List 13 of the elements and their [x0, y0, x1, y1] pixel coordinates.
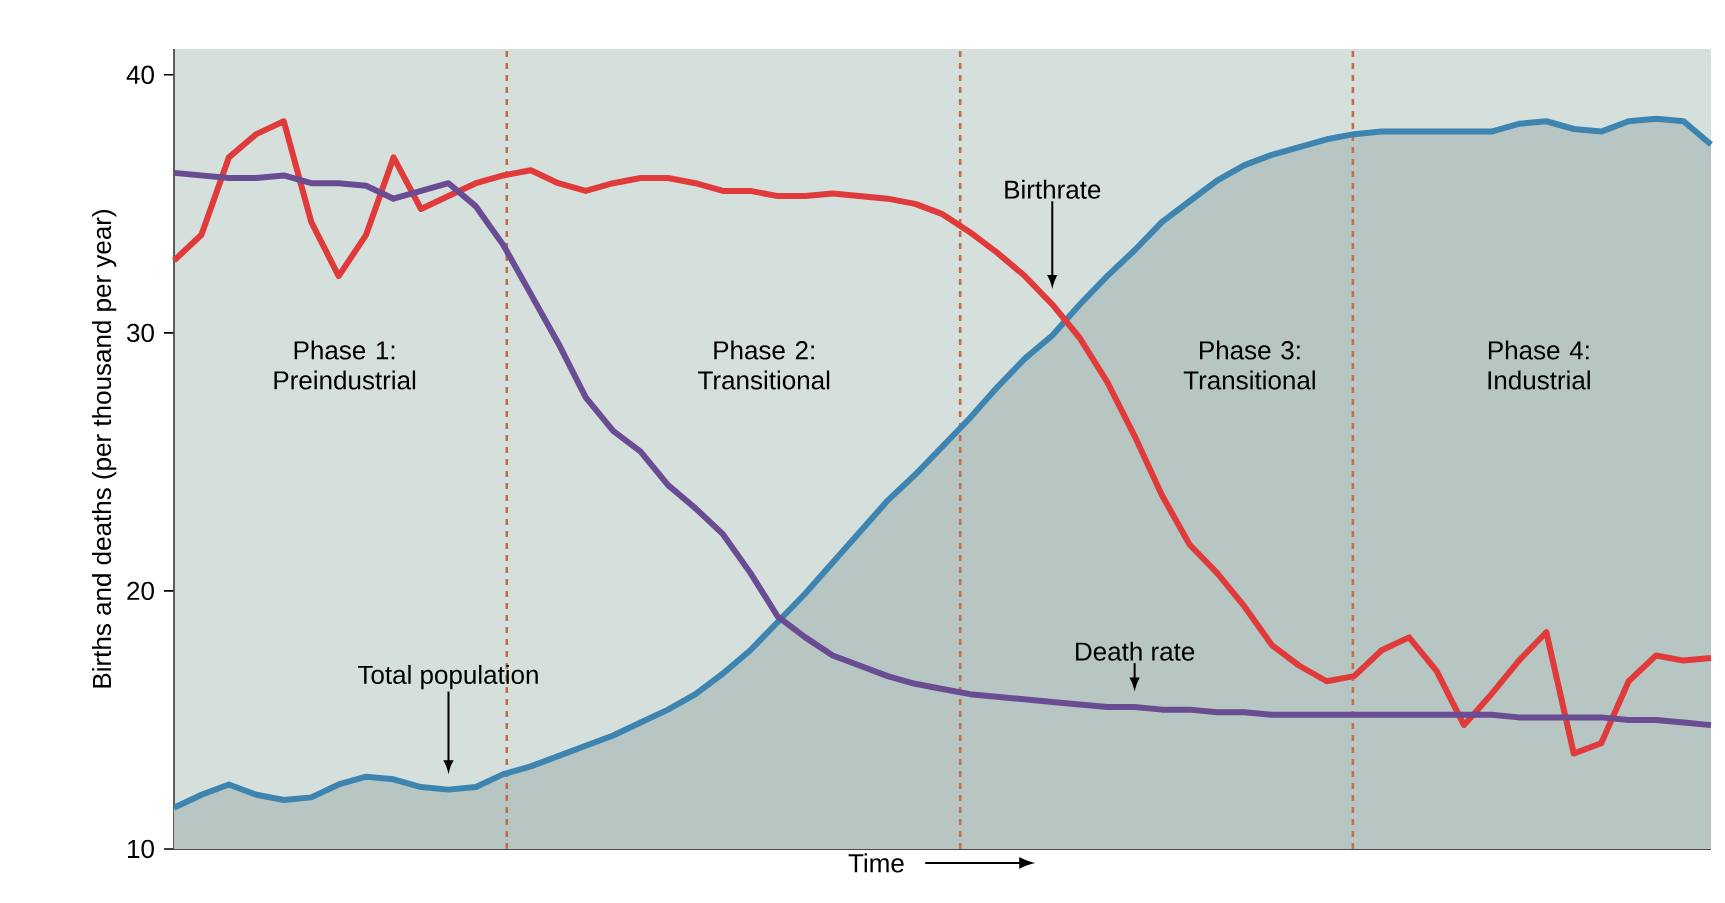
annotation: Phase 3: Transitional: [1183, 340, 1315, 390]
y-axis-title: Births and deaths (per thousand per year): [92, 210, 117, 688]
y-tick-label: 40: [126, 65, 154, 84]
annotation: Phase 2: Transitional: [698, 340, 830, 390]
text: Total population: [358, 664, 538, 690]
y-tick-label: 20: [127, 581, 154, 601]
y-tick-label: 30: [127, 323, 154, 343]
annotation: Phase 4: Industrial: [1488, 340, 1590, 390]
annotation: Phase 1: Preindustrial: [274, 340, 416, 390]
series-label: Death rate: [1076, 641, 1195, 661]
series-label: Birthrate: [1005, 179, 1101, 199]
x-axis-title: Time: [848, 853, 904, 873]
y-tick-label: 10: [128, 839, 154, 859]
